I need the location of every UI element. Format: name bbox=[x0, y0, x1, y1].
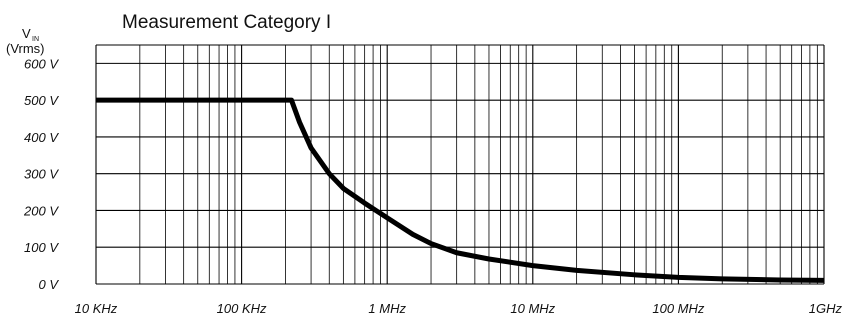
y-axis-unit: (Vrms) bbox=[6, 41, 45, 56]
y-tick-label: 400 V bbox=[24, 130, 59, 145]
y-tick-label: 500 V bbox=[24, 93, 59, 108]
series-line bbox=[96, 97, 825, 283]
series-group bbox=[96, 97, 825, 283]
x-tick-label: 100 MHz bbox=[652, 301, 705, 316]
y-axis-label-subscript: IN bbox=[32, 36, 39, 43]
x-tick-label: 10 MHz bbox=[510, 301, 555, 316]
y-tick-label: 300 V bbox=[24, 167, 59, 182]
x-tick-label: 100 KHz bbox=[217, 301, 267, 316]
y-tick-label: 200 V bbox=[23, 203, 59, 218]
x-tick-label: 1 MHz bbox=[368, 301, 406, 316]
x-tick-label: 10 KHz bbox=[75, 301, 118, 316]
x-tick-label: 1GHz bbox=[809, 301, 843, 316]
y-axis-label: V bbox=[22, 26, 31, 41]
y-tick-label: 100 V bbox=[24, 240, 59, 255]
y-tick-label: 600 V bbox=[24, 56, 59, 71]
y-tick-labels: 0 V 100 V 200 V 300 V 400 V 500 V 600 V bbox=[23, 56, 59, 292]
chart-title: Measurement Category I bbox=[122, 12, 331, 33]
x-tick-labels: 10 KHz 100 KHz 1 MHz 10 MHz 100 MHz 1GHz bbox=[75, 301, 843, 316]
y-tick-label: 0 V bbox=[38, 277, 59, 292]
grid bbox=[95, 44, 825, 285]
